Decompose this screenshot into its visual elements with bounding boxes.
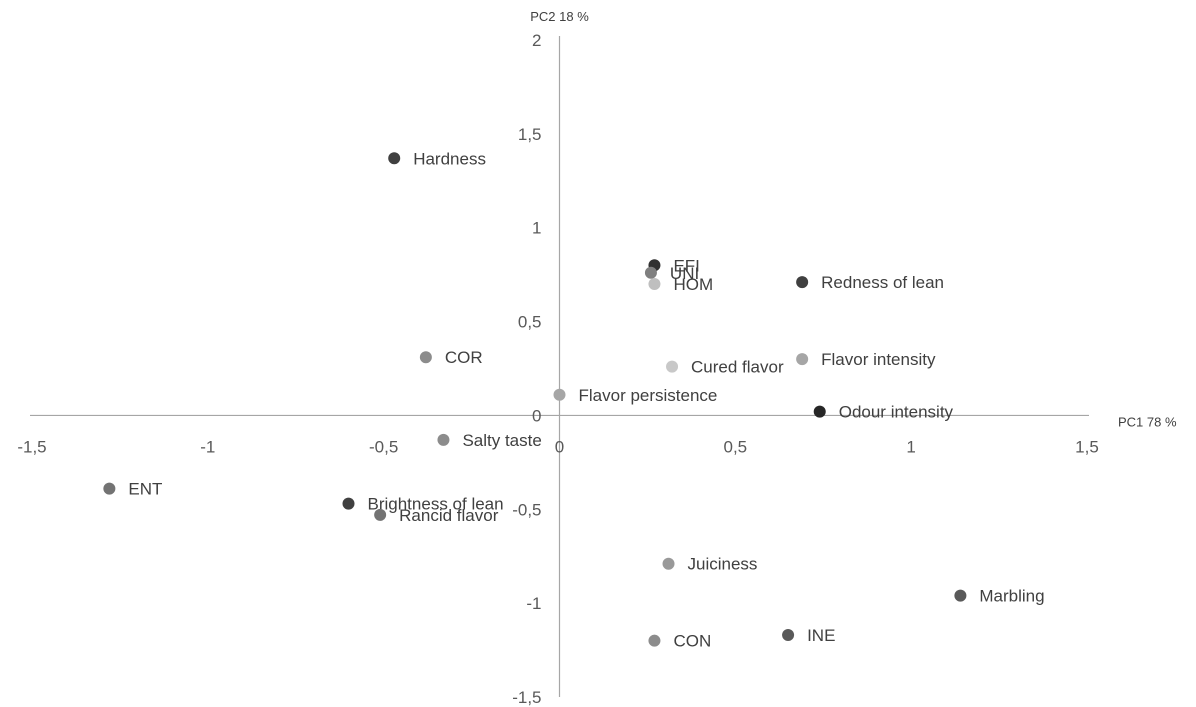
- data-point-label: Flavor persistence: [579, 386, 718, 405]
- data-point-marker: [648, 278, 661, 291]
- data-point-label: CON: [673, 632, 711, 651]
- data-point-marker: [796, 276, 809, 289]
- data-point-marker: [553, 388, 566, 401]
- data-point-marker: [662, 557, 675, 570]
- x-axis-title: PC1 78 %: [1118, 414, 1177, 429]
- data-point-marker: [374, 508, 387, 521]
- data-point-label: INE: [807, 626, 835, 645]
- data-point-label: Salty taste: [462, 431, 541, 450]
- y-axis-title: PC2 18 %: [530, 9, 589, 24]
- y-tick-label: 0: [532, 406, 541, 425]
- data-point-label: COR: [445, 348, 483, 367]
- data-point-label: Cured flavor: [691, 358, 784, 377]
- y-tick-labels: -1,5 -1 -0,5 0 0,5 1 1,5 2: [512, 31, 541, 707]
- data-point-marker: [666, 360, 679, 373]
- x-tick-label: 0,5: [724, 437, 748, 456]
- x-tick-label: 1,5: [1075, 437, 1099, 456]
- y-tick-label: 1,5: [518, 125, 542, 144]
- x-tick-label: -1: [200, 437, 215, 456]
- data-point-label: Hardness: [413, 149, 486, 168]
- data-point-marker: [419, 351, 432, 364]
- y-tick-label: 0,5: [518, 313, 542, 332]
- data-point-label: ENT: [128, 480, 162, 499]
- data-point-label: Redness of lean: [821, 273, 944, 292]
- x-tick-label: -1,5: [17, 437, 46, 456]
- y-tick-label: 2: [532, 31, 541, 50]
- data-point-marker: [103, 482, 116, 495]
- y-tick-label: -0,5: [512, 500, 541, 519]
- x-tick-label: -0,5: [369, 437, 398, 456]
- y-tick-label: 1: [532, 219, 541, 238]
- data-point-label: UNI: [670, 264, 699, 283]
- x-tick-labels: -1,5 -1 -0,5 0 0,5 1 1,5: [17, 437, 1098, 456]
- data-point-label: HOM: [673, 275, 713, 294]
- data-point-marker: [796, 353, 809, 366]
- data-point-marker: [437, 433, 450, 446]
- data-point-label: Rancid flavor: [399, 506, 499, 525]
- data-point-label: EFI: [673, 256, 699, 275]
- data-point-marker: [782, 629, 795, 642]
- data-point-label: Marbling: [979, 587, 1044, 606]
- data-point-marker: [954, 589, 967, 602]
- data-point-label: Odour intensity: [839, 403, 954, 422]
- x-tick-label: 0: [555, 437, 564, 456]
- data-point-marker: [648, 634, 661, 647]
- data-point-label: Brightness of lean: [368, 495, 504, 514]
- data-point-marker: [342, 497, 355, 510]
- y-tick-label: -1: [526, 594, 541, 613]
- data-point-marker: [813, 405, 826, 418]
- data-point-marker: [644, 266, 657, 279]
- data-point-label: Flavor intensity: [821, 350, 936, 369]
- data-point-marker: [388, 152, 401, 165]
- data-point-label: Juiciness: [688, 555, 758, 574]
- y-tick-label: -1,5: [512, 688, 541, 707]
- x-tick-label: 1: [906, 437, 915, 456]
